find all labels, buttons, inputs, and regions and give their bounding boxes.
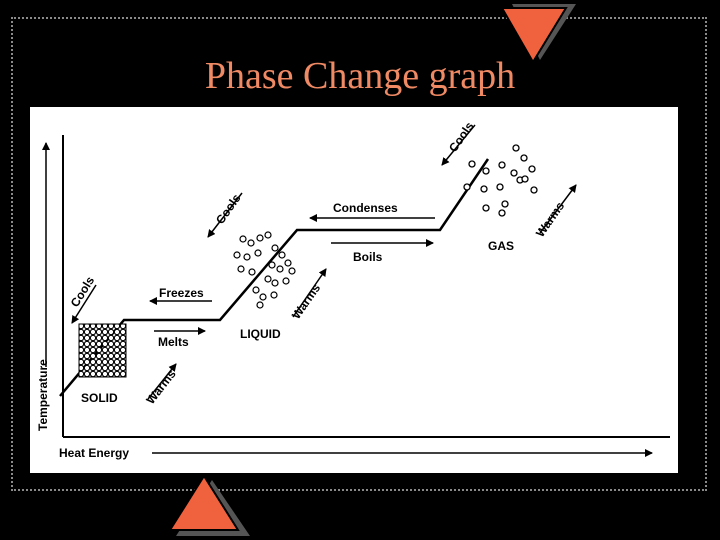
melts-label: Melts <box>158 335 189 349</box>
y-axis-label: Temperature <box>36 359 50 431</box>
solid-label: SOLID <box>81 391 118 405</box>
cools-arrow-liquid <box>71 284 97 324</box>
warms-arrow-liquid <box>292 268 327 318</box>
liquid-label: LIQUID <box>240 327 281 341</box>
slide-title: Phase Change graph <box>204 55 516 97</box>
cools-label-top: Cools <box>446 119 477 155</box>
warms-arrow-gas <box>539 184 577 234</box>
top-triangle <box>500 7 568 64</box>
phase-change-diagram: Temperature Heat Energy <box>30 107 678 473</box>
cools-arrow-top <box>441 124 476 166</box>
cools-label-liquid: Cools <box>68 274 98 310</box>
freezes-label: Freezes <box>159 286 204 300</box>
gas-label: GAS <box>488 239 514 253</box>
cools-label-gas: Cools <box>213 191 244 227</box>
x-axis-label: Heat Energy <box>59 446 129 460</box>
condenses-label: Condenses <box>333 201 398 215</box>
warms-arrow-solid <box>147 363 177 400</box>
gas-particles <box>463 144 538 217</box>
boils-label: Boils <box>353 250 383 264</box>
slide-frame <box>11 17 707 491</box>
warms-label-liquid: Warms <box>289 281 323 322</box>
liquid-particles <box>233 231 296 309</box>
warms-label-gas: Warms <box>533 199 567 240</box>
cools-arrow-gas <box>207 192 243 238</box>
bottom-triangle <box>168 474 240 531</box>
diagram-canvas: Temperature Heat Energy <box>36 119 670 460</box>
warms-label-solid: Warms <box>143 367 179 407</box>
